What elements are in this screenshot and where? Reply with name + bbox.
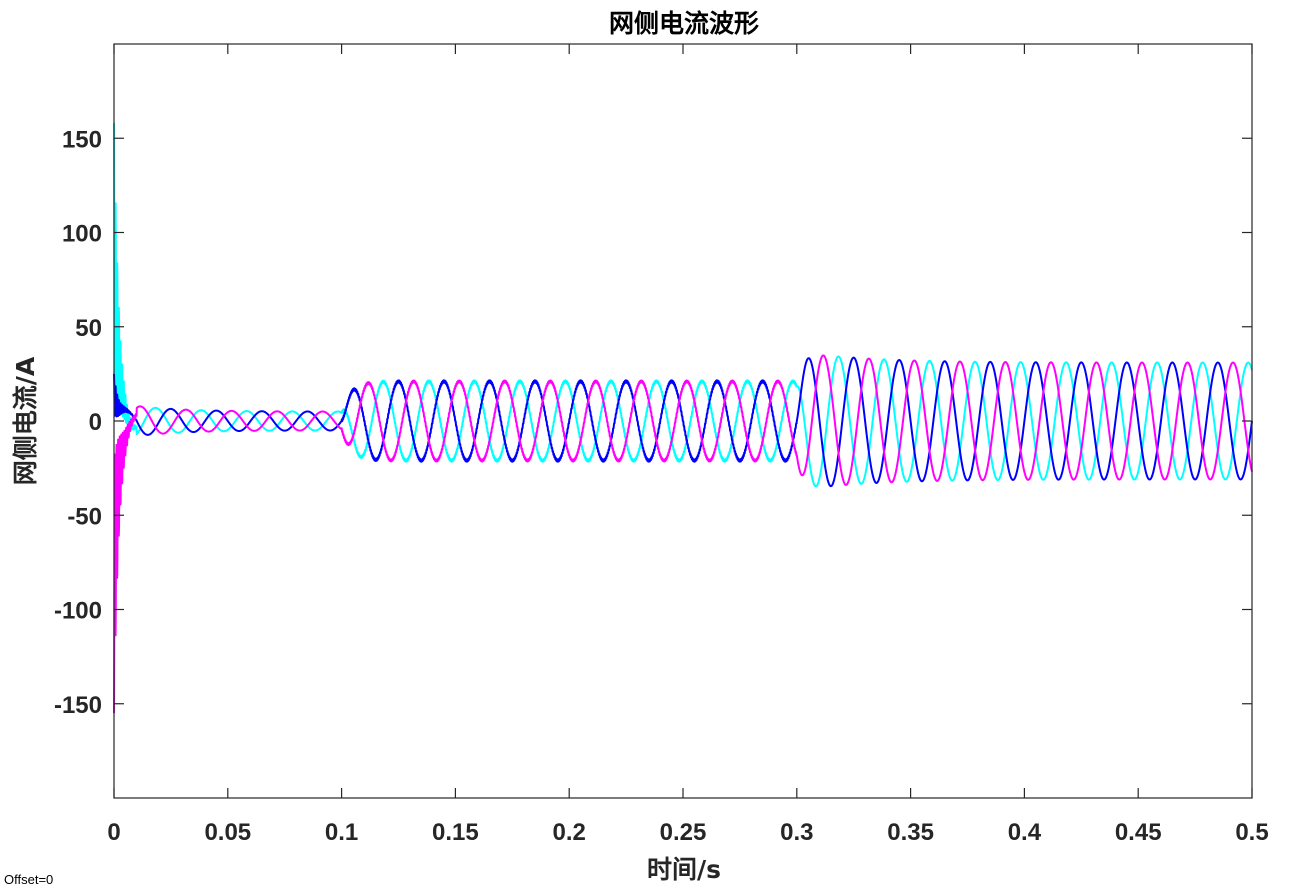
current-series-a xyxy=(113,356,1253,488)
series-layer xyxy=(113,123,1253,714)
x-tick-label: 0.35 xyxy=(887,819,934,846)
y-axis: -150 -100 -50 0 50 100 150 xyxy=(54,126,1252,719)
offset-indicator: Offset=0 xyxy=(4,872,53,887)
y-tick-label: 0 xyxy=(89,409,102,436)
y-tick-label: 100 xyxy=(62,221,102,248)
y-axis-label: 网侧电流/A xyxy=(11,356,40,485)
y-tick-label: -100 xyxy=(54,598,102,625)
y-tick-label: 50 xyxy=(75,315,102,342)
y-tick-label: -50 xyxy=(67,503,102,530)
current-series-c xyxy=(113,123,1253,488)
x-tick-label: 0.25 xyxy=(660,819,707,846)
x-tick-label: 0.4 xyxy=(1008,819,1042,846)
x-tick-label: 0.5 xyxy=(1235,819,1268,846)
x-tick-label: 0.45 xyxy=(1115,819,1162,846)
chart-title: 网侧电流波形 xyxy=(609,9,759,38)
current-series-b xyxy=(113,354,1253,714)
x-tick-label: 0.05 xyxy=(204,819,251,846)
x-axis: 0 0.05 0.1 0.15 0.2 0.25 0.3 0.35 0.4 0.45 0.5 xyxy=(107,44,1269,846)
y-tick-label: 150 xyxy=(62,126,102,153)
x-axis-label: 时间/s xyxy=(647,855,721,884)
y-tick-label: -150 xyxy=(54,692,102,719)
x-tick-label: 0 xyxy=(107,819,120,846)
x-tick-label: 0.3 xyxy=(780,819,813,846)
x-tick-label: 0.1 xyxy=(325,819,358,846)
x-tick-label: 0.15 xyxy=(432,819,479,846)
x-tick-label: 0.2 xyxy=(553,819,586,846)
plot-area xyxy=(113,43,1253,799)
